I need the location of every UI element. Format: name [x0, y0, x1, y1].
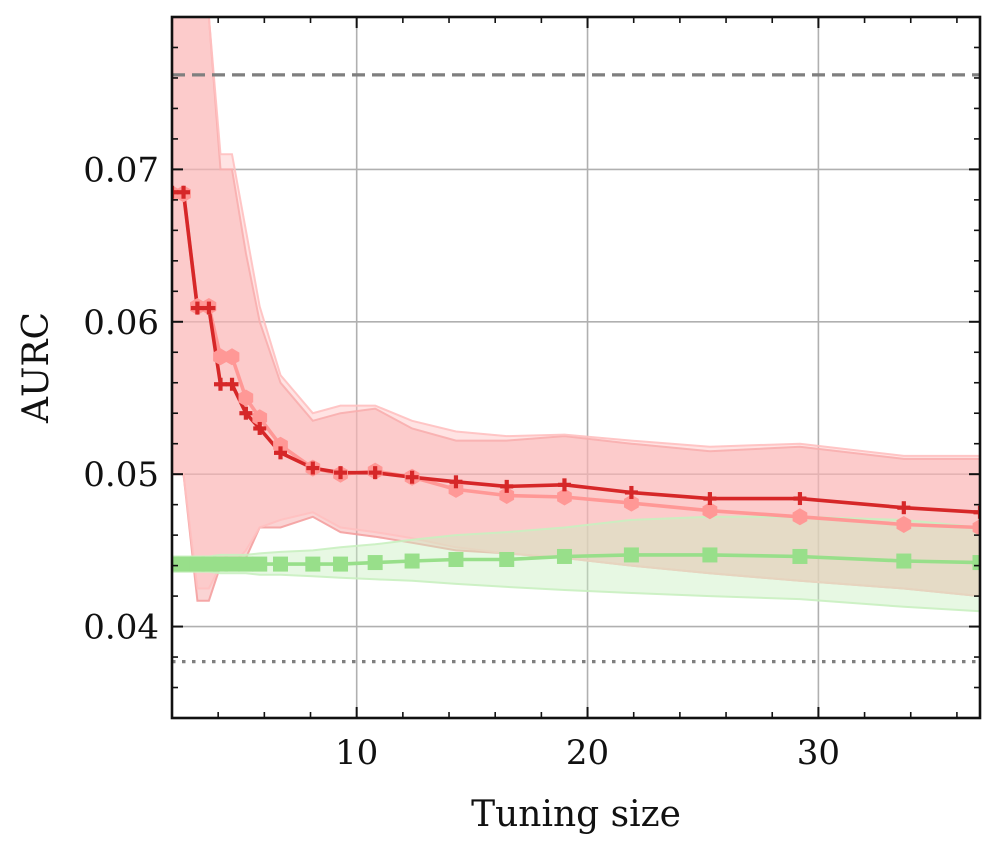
series-light-red-point-14	[499, 487, 515, 504]
y-tick-label-0.04: 0.04	[83, 608, 159, 648]
series-green-point-9	[305, 556, 321, 572]
series-dark-red-point-9	[306, 461, 320, 475]
y-tick-label-0.06: 0.06	[83, 303, 159, 343]
series-light-red-point-17	[702, 502, 718, 520]
series-green-point-7	[252, 556, 268, 572]
series-light-red-point-13	[448, 480, 464, 498]
series-light-red-point-5	[224, 348, 240, 366]
series-green-band	[172, 515, 980, 613]
series-green-point-8	[273, 556, 289, 572]
series-green-point-18	[792, 548, 808, 564]
series-dark-red-point-12	[405, 470, 419, 484]
series-green-point-2	[189, 556, 205, 572]
series-green-point-13	[448, 552, 464, 568]
axes-frame	[170, 15, 982, 720]
series-dark-red-point-19	[897, 501, 911, 515]
series-dark-red-point-5	[225, 377, 239, 391]
series-light-red-point-18	[792, 508, 808, 526]
series-green-point-17	[702, 547, 718, 563]
series-dark-red-point-17	[703, 492, 717, 506]
series-green-point-3	[201, 556, 217, 572]
series-light-red-point-20	[972, 519, 980, 536]
series-dark-red-point-13	[449, 475, 463, 489]
x-tick-label-20: 20	[566, 733, 609, 773]
series-green-point-16	[623, 547, 639, 563]
series-dark-red-point-1	[177, 185, 191, 199]
series-dark-red-point-15	[557, 478, 571, 492]
tick-labels: 10 20 30 0.04 0.05 0.06 0.07	[83, 150, 840, 773]
axis-ticks	[171, 17, 980, 718]
series-green-point-1	[176, 556, 192, 572]
series-dark-red-point-10	[334, 466, 348, 480]
series-markers	[172, 185, 980, 572]
series-dark-red-point-16	[624, 485, 638, 499]
series-light-red-point-15	[557, 488, 572, 506]
series-green-point-0	[172, 556, 180, 572]
series-dark-red-point-7	[253, 421, 267, 435]
series-green-point-19	[896, 553, 912, 569]
series-light-red-point-7	[252, 409, 268, 427]
series-green-point-6	[238, 556, 254, 572]
reference-lines	[172, 73, 980, 664]
series-dark-red-point-20	[973, 505, 980, 519]
series-green-point-20	[972, 555, 980, 571]
grid	[172, 17, 980, 718]
y-axis-title: AURC	[16, 312, 57, 424]
series-light-red-point-16	[624, 494, 639, 512]
series-green-point-10	[333, 556, 349, 572]
series-dark-red-point-11	[368, 466, 382, 480]
series-dark-red-point-6	[239, 406, 253, 420]
series-green-point-12	[404, 553, 420, 569]
series-light-red-band	[172, 17, 980, 598]
series-light-red-point-4	[213, 348, 228, 366]
series-green-point-14	[499, 552, 515, 568]
plot-frame	[170, 15, 982, 720]
series-light-red-point-19	[896, 516, 912, 533]
series-light-red-point-6	[238, 389, 254, 407]
x-axis-title: Tuning size	[471, 794, 681, 835]
series-green-point-4	[212, 556, 228, 572]
series-dark-red-point-18	[793, 492, 807, 506]
y-tick-label-0.05: 0.05	[83, 455, 159, 495]
y-tick-label-0.07: 0.07	[83, 150, 159, 190]
series-dark-red-point-8	[274, 446, 288, 460]
confidence-bands	[172, 17, 980, 613]
series-dark-red-point-4	[213, 377, 227, 391]
series-dark-red-point-2	[190, 301, 204, 315]
series-dark-red-point-0	[172, 185, 179, 199]
series-dark-red-point-14	[500, 479, 514, 493]
series-green-point-15	[556, 548, 572, 564]
x-tick-label-10: 10	[335, 733, 378, 773]
x-tick-label-30: 30	[797, 733, 840, 773]
series-dark-red-point-3	[202, 301, 216, 315]
series-light-red-point-8	[273, 436, 288, 454]
series-green-point-5	[224, 556, 240, 572]
series-green-point-11	[367, 555, 383, 571]
